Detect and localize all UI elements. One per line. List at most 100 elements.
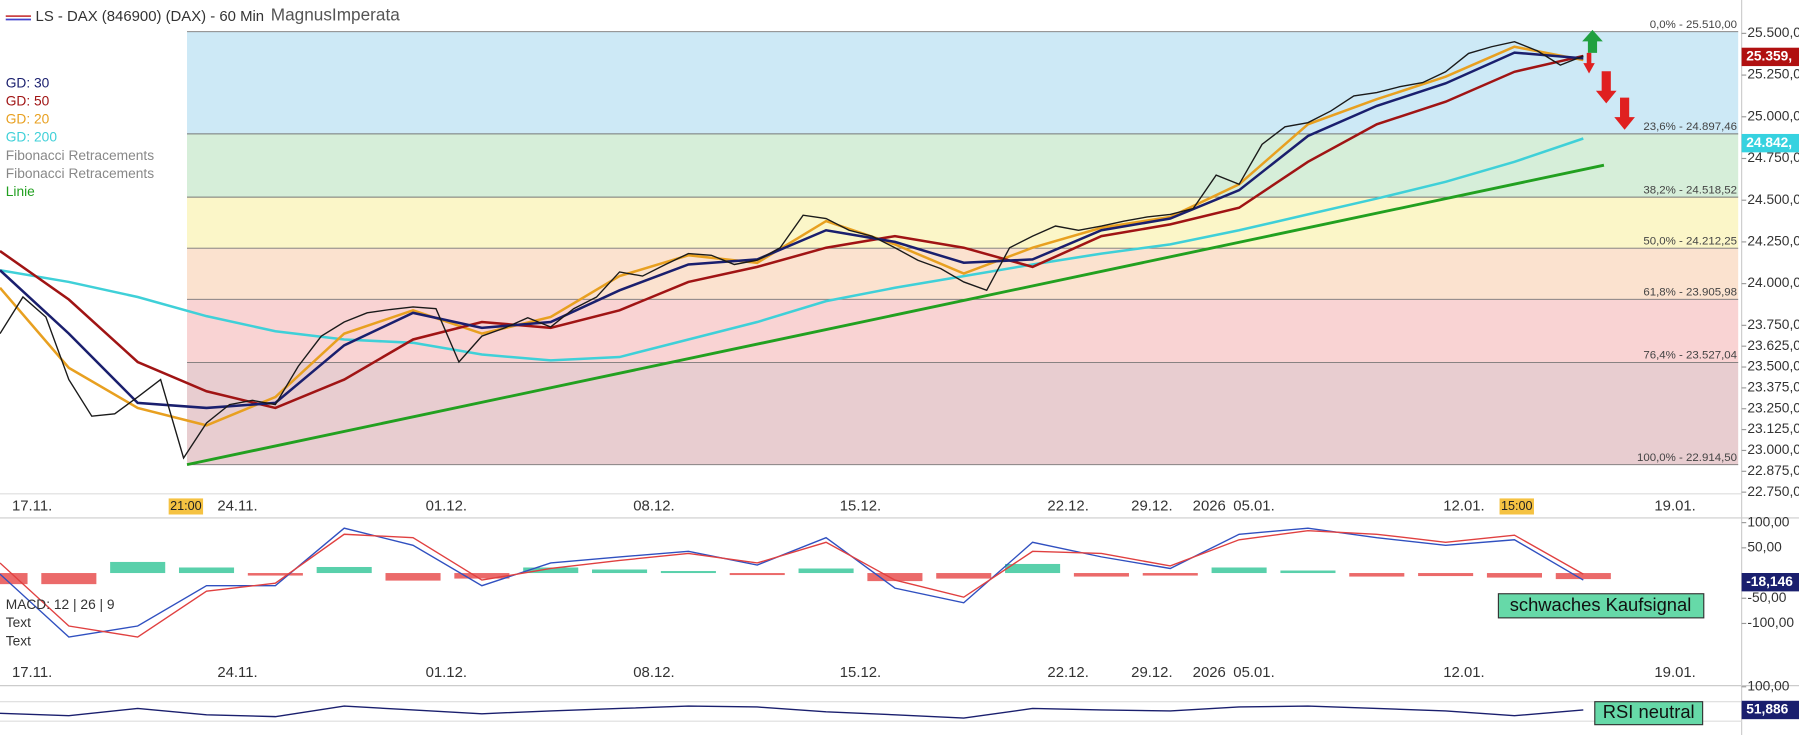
y-tick-label: 23.250,0 [1747,400,1799,415]
y-tick-label: 24.000,0 [1747,275,1799,290]
histogram-bar [0,573,28,585]
fib-label: 76,4% - 23.527,04 [1643,350,1737,362]
last-value-box [1741,133,1799,153]
panel-text: Text [6,634,31,649]
fib-label: 50,0% - 24.212,25 [1643,235,1737,247]
x-tick-label: 22.12. [1047,664,1088,681]
rsi-line [0,705,1584,719]
time-marker-bg [168,498,204,515]
last-value-label: -18,146 [1746,574,1793,589]
annotation-box [1594,701,1704,726]
macd-line [0,527,1584,638]
histogram-bar [110,561,166,574]
y-tick-label: -50,00 [1747,590,1786,605]
last-value-label: 25.359, [1746,49,1792,64]
ma-line [0,137,1584,362]
fib-band [187,362,1739,465]
legend-entry: GD: 20 [6,112,50,127]
backgrounds: 0,0% - 25.510,00 23,6% - 24.897,46 38,2% -… [187,19,1739,466]
fib-label: 100,0% - 22.914,50 [1637,452,1737,464]
main-panel [0,40,1605,467]
panel-title: MACD: 12 | 26 | 9 [6,597,115,612]
y-tick-label: 23.000,0 [1747,442,1799,457]
panel-text: Text [6,615,31,630]
histogram-bar [1142,573,1198,576]
histogram-bar [1555,573,1611,580]
y-tick-label: 50,00 [1747,539,1782,554]
chart-title: LS - DAX (846900) (DAX) - 60 Min [36,8,265,25]
y-tick-label: 25.000,0 [1747,108,1799,123]
fib-band [187,133,1739,198]
time-marker: 21:00 [170,499,202,513]
y-tick-label: 22.875,0 [1747,463,1799,478]
ma-line [0,51,1584,410]
fib-band [187,197,1739,249]
x-tick-label: 29.12. [1131,664,1172,681]
y-tick-label: 100,00 [1747,514,1789,529]
x-tick-label: 2026 [1193,664,1226,681]
x-tick-label: 15.12. [840,664,881,681]
fib-band [187,299,1739,363]
macd-line [0,530,1584,638]
arrow-down [1614,97,1635,130]
histogram-bar [660,571,716,574]
histogram-bar [936,573,992,579]
y-tick-label: 23.750,0 [1747,317,1799,332]
x-tick-label: 12.01. [1443,664,1484,681]
time-marker-bg [1499,498,1534,515]
x-tick-label: 2026 [1193,497,1226,514]
x-tick-label: 17.11. [12,664,52,681]
histogram-bar [867,573,923,582]
x-tick-label: 24.11. [217,664,257,681]
ma-line [0,45,1584,427]
ma-line [0,54,1584,410]
x-tick-label: 12.01. [1443,497,1484,514]
legend-entry: Fibonacci Retracements [6,166,154,181]
trend-line [186,163,1605,467]
x-tick-label: 01.12. [426,664,467,681]
x-tick-label: 22.12. [1047,497,1088,514]
annotation: RSI neutral [1603,701,1695,722]
x-tick-label: 05.01. [1233,664,1274,681]
y-tick-label: 24.750,0 [1747,150,1799,165]
arrow-up [1582,29,1603,53]
last-value-label: 24.842, [1746,135,1792,150]
y-tick-label: 25.250,0 [1747,67,1799,82]
histogram-bar [316,566,372,574]
x-tick-label: 08.12. [633,664,674,681]
legend-entry: GD: 50 [6,94,50,109]
annotation-box [1497,593,1705,619]
last-value-label: 51,886 [1746,702,1788,717]
fib-label: 38,2% - 24.518,52 [1643,184,1737,196]
legend-entry: GD: 30 [6,75,50,90]
histogram-bar [178,567,235,574]
last-value-box [1741,700,1799,720]
histogram-bar [454,573,510,579]
histogram-bar [247,573,303,576]
fib-band [187,31,1739,134]
histogram-bar [1349,573,1405,577]
x-tick-label: 01.12. [426,497,467,514]
histogram-bar [1005,563,1061,574]
y-tick-label: 22.750,0 [1747,484,1799,499]
x-tick-label: 08.12. [633,497,674,514]
last-value-box [1741,47,1799,67]
legend-entry: Linie [6,184,35,199]
histogram-bar [523,567,579,574]
legend-entry: Fibonacci Retracements [6,148,154,163]
histogram-bar [385,573,441,581]
histogram-bar [1418,573,1474,577]
price-line [0,40,1584,460]
x-tick-label: 24.11. [217,497,257,514]
y-tick-label: 23.125,0 [1747,421,1799,436]
histogram-bar [729,573,785,576]
histogram-bar [592,569,648,574]
y-tick-label: 23.625,0 [1747,338,1799,353]
y-tick-label: 24.250,0 [1747,234,1799,249]
y-tick-label: 25.500,0 [1747,25,1799,40]
y-tick-label: 100,00 [1747,678,1789,693]
x-tick-label: 17.11. [12,497,52,514]
arrow-down [1583,52,1595,74]
chart-subtitle: MagnusImperata [271,5,400,25]
